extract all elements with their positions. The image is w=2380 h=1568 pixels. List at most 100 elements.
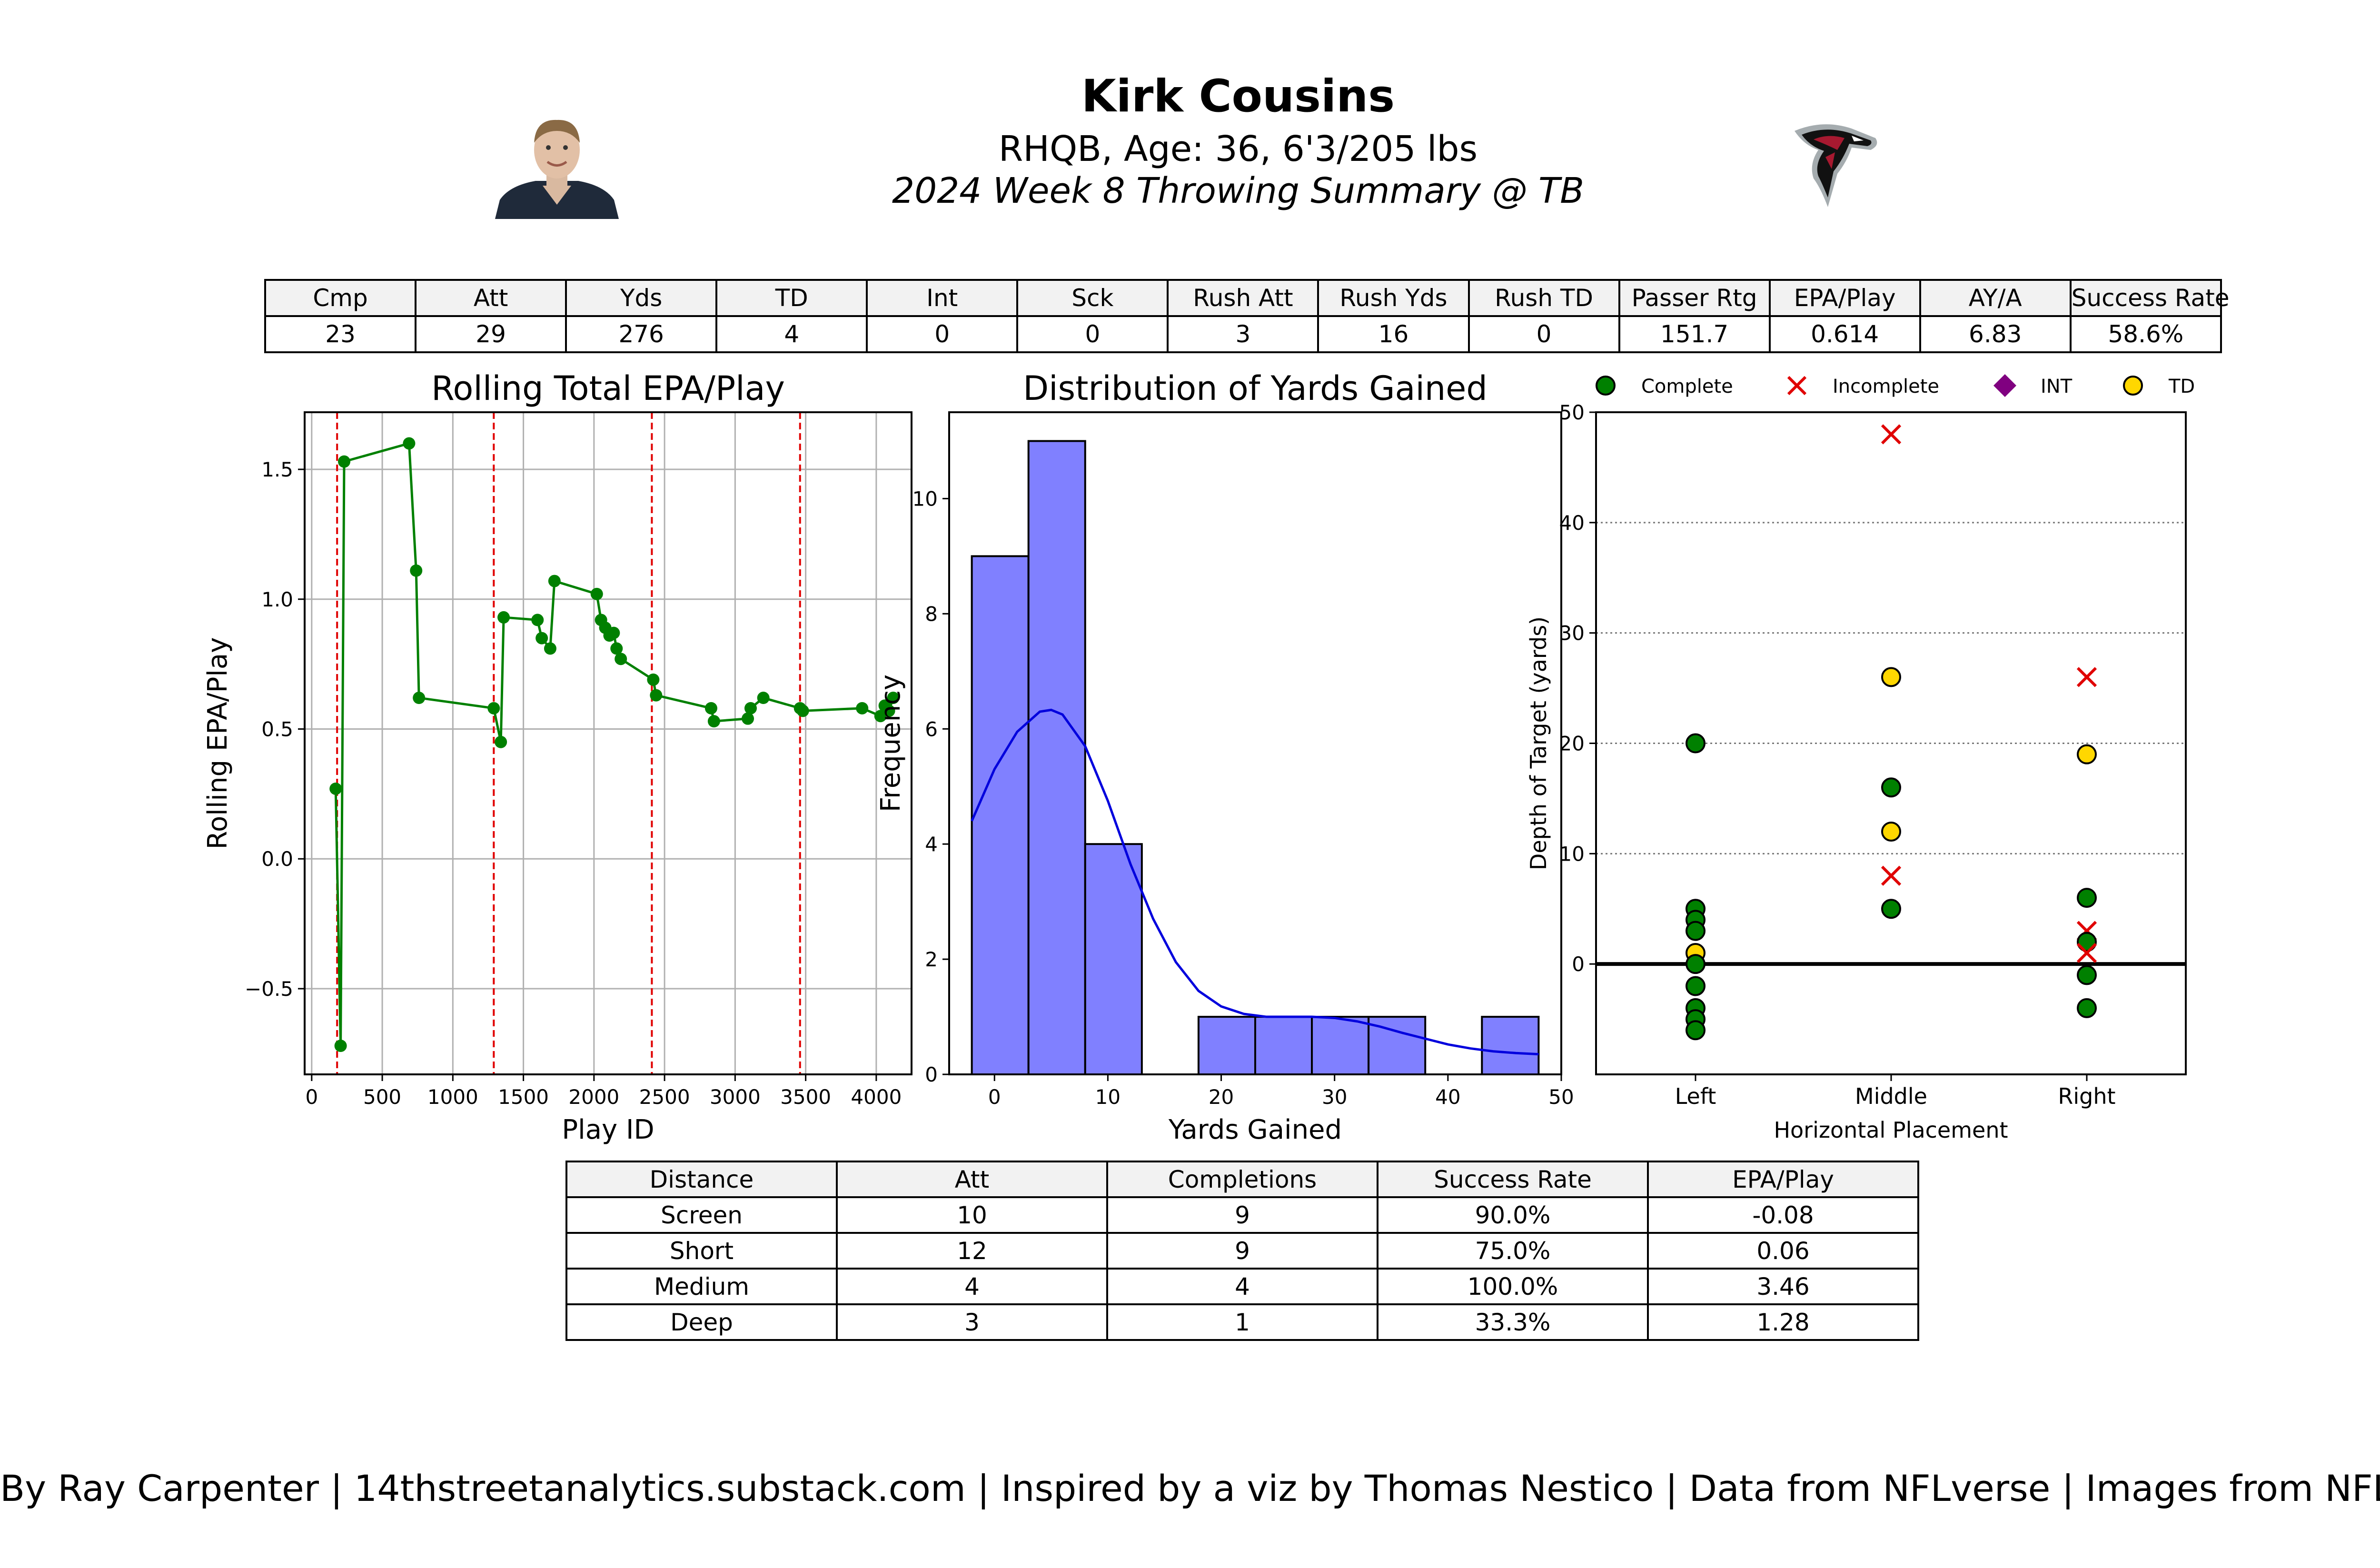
stats-header-cell: EPA/Play — [1768, 279, 1921, 317]
distance-cell: 9 — [1106, 1232, 1378, 1270]
hist-xtick-label: 50 — [1548, 1085, 1574, 1109]
epa-point — [647, 673, 660, 686]
scatter-point-incomplete — [1881, 424, 1902, 445]
stats-header-cell: Rush TD — [1468, 279, 1620, 317]
player-name: Kirk Cousins — [1081, 70, 1395, 122]
epa-point — [536, 632, 548, 645]
scatter-point-complete — [2077, 965, 2097, 985]
stats-header-cell: AY/A — [1919, 279, 2072, 317]
distance-cell: 9 — [1106, 1196, 1378, 1234]
epa-series-line — [334, 442, 894, 1046]
epa-point — [531, 614, 544, 626]
epa-xaxis-label: Play ID — [562, 1114, 654, 1145]
hist-ytick-label: 10 — [912, 487, 938, 510]
scatter-x-stroke — [2076, 943, 2097, 963]
epa-point — [338, 455, 351, 468]
stats-header-cell: Att — [415, 279, 567, 317]
epa-point — [487, 702, 500, 715]
stats-value-row: 23 29 276 4 0 0 3 16 0 151.7 0.614 6.83 … — [264, 315, 2222, 353]
stats-value-cell: 0 — [866, 315, 1019, 353]
stats-header-cell: Yds — [565, 279, 718, 317]
distance-cell: Deep — [565, 1303, 838, 1341]
hist-yaxis-label: Frequency — [875, 675, 906, 812]
epa-point — [742, 712, 754, 725]
distance-cell: Screen — [565, 1196, 838, 1234]
scatter-point-td — [1881, 821, 1901, 842]
epa-point — [757, 692, 770, 705]
stats-header-cell: Sck — [1016, 279, 1169, 317]
hist-bar — [1197, 1016, 1257, 1075]
epa-point — [650, 689, 663, 702]
stats-header-row: Cmp Att Yds TD Int Sck Rush Att Rush Yds… — [264, 279, 2230, 317]
distance-cell: 12 — [836, 1232, 1108, 1270]
scatter-point-complete — [1686, 1020, 1706, 1041]
scatter-ytick-label: 40 — [1559, 511, 1585, 535]
epa-ytick-label: 1.5 — [261, 458, 293, 481]
epa-point — [887, 692, 900, 705]
epa-point — [410, 564, 423, 577]
legend-label: TD — [2168, 376, 2195, 397]
distance-header-cell: Success Rate — [1377, 1161, 1649, 1198]
scatter-point-td — [1881, 667, 1901, 687]
epa-point — [329, 782, 342, 795]
epa-point — [704, 702, 717, 715]
hist-axes-frame — [948, 411, 1562, 1075]
hist-xtick-label: 40 — [1435, 1085, 1460, 1109]
hist-bar — [971, 555, 1030, 1075]
scatter-point-incomplete — [2076, 667, 2097, 687]
scatter-point-complete — [1686, 954, 1706, 974]
stats-header-cell: TD — [715, 279, 868, 317]
distance-cell: 4 — [1106, 1268, 1378, 1305]
scatter-xtick-label: Right — [2058, 1083, 2115, 1109]
distance-header-cell: Distance — [565, 1161, 838, 1198]
game-title: 2024 Week 8 Throwing Summary @ TB — [892, 170, 1584, 211]
distance-cell: 75.0% — [1377, 1232, 1649, 1270]
epa-point — [413, 692, 426, 705]
stats-value-cell: 16 — [1317, 315, 1470, 353]
scatter-x-stroke — [1881, 424, 1902, 445]
epa-point — [607, 626, 620, 639]
distance-header-cell: Att — [836, 1161, 1108, 1198]
hist-bar — [1027, 440, 1086, 1075]
stats-value-cell: 6.83 — [1919, 315, 2072, 353]
distance-cell: 90.0% — [1377, 1196, 1649, 1234]
scatter-point-incomplete — [1881, 865, 1902, 886]
legend-label: Complete — [1641, 376, 1733, 397]
epa-point — [883, 705, 895, 717]
stats-value-cell: 23 — [264, 315, 417, 353]
hist-ytick-label: 8 — [925, 602, 938, 625]
hist-kde-line — [971, 708, 1539, 1056]
distance-header-cell: Completions — [1106, 1161, 1378, 1198]
epa-xtick-label: 1500 — [498, 1085, 549, 1109]
stats-value-cell: 3 — [1167, 315, 1319, 353]
stats-value-cell: 276 — [565, 315, 718, 353]
distance-cell: 3 — [836, 1303, 1108, 1341]
scatter-point-td — [2077, 744, 2097, 764]
scatter-ytick-label: 10 — [1559, 842, 1585, 865]
epa-point — [796, 705, 809, 717]
scatter-x-stroke — [1881, 865, 1902, 886]
footer-credits: By Ray Carpenter | 14thstreetanalytics.s… — [0, 1467, 2380, 1509]
distance-row-screen: Screen 10 9 90.0% -0.08 — [565, 1196, 1919, 1234]
scatter-xaxis-label: Horizontal Placement — [1774, 1117, 2008, 1143]
player-info: RHQB, Age: 36, 6'3/205 lbs — [998, 129, 1478, 169]
epa-point — [707, 715, 720, 728]
hist-ytick-label: 2 — [925, 948, 938, 971]
stats-value-cell: 4 — [715, 315, 868, 353]
legend-marker-complete — [1596, 376, 1616, 396]
scatter-point-complete — [1686, 976, 1706, 996]
stats-table: Cmp Att Yds TD Int Sck Rush Att Rush Yds… — [264, 279, 2230, 353]
epa-xtick-label: 500 — [363, 1085, 401, 1109]
distance-header-row: Distance Att Completions Success Rate EP… — [565, 1161, 1919, 1198]
player-headshot — [495, 119, 619, 219]
epa-point — [544, 642, 556, 655]
distance-row-short: Short 12 9 75.0% 0.06 — [565, 1232, 1919, 1270]
epa-point — [334, 1039, 347, 1052]
distance-cell: -0.08 — [1647, 1196, 1919, 1234]
scatter-x-stroke — [2076, 667, 2097, 687]
scatter-ytick-label: 50 — [1559, 401, 1585, 424]
legend-marker-int — [1993, 374, 2016, 397]
distance-cell: 4 — [836, 1268, 1108, 1305]
distance-table: Distance Att Completions Success Rate EP… — [565, 1161, 1919, 1341]
